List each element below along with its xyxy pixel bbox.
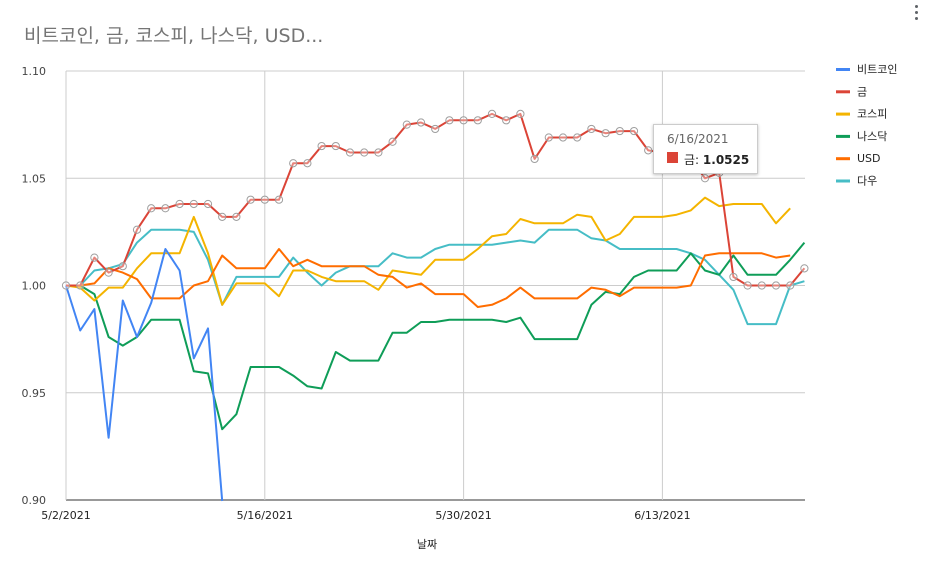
series-line bbox=[65, 248, 224, 502]
legend-swatch bbox=[836, 179, 850, 183]
data-point[interactable] bbox=[757, 281, 766, 290]
x-tick-label: 5/30/2021 bbox=[435, 509, 491, 522]
data-point[interactable] bbox=[175, 199, 184, 209]
data-point[interactable] bbox=[629, 126, 639, 136]
data-point[interactable] bbox=[487, 109, 497, 119]
legend-label[interactable]: 다우 bbox=[857, 175, 877, 188]
data-point[interactable] bbox=[416, 118, 426, 127]
tooltip-swatch bbox=[667, 152, 678, 163]
legend-swatch bbox=[836, 112, 850, 116]
data-point[interactable] bbox=[331, 141, 340, 151]
x-axis-title: 날짜 bbox=[417, 538, 437, 551]
data-point[interactable] bbox=[502, 116, 511, 125]
data-point[interactable] bbox=[232, 212, 241, 221]
data-point[interactable] bbox=[786, 281, 795, 290]
tooltip-date: 6/16/2021 bbox=[667, 132, 729, 146]
data-point[interactable] bbox=[558, 133, 568, 142]
data-point[interactable] bbox=[132, 225, 142, 234]
tooltip-value-row: 금: 1.0525 bbox=[684, 153, 750, 167]
data-point[interactable] bbox=[700, 174, 710, 183]
data-point[interactable] bbox=[147, 204, 156, 213]
data-point[interactable] bbox=[189, 199, 198, 209]
legend-label[interactable]: 나스닥 bbox=[857, 130, 887, 143]
legend-swatch bbox=[836, 134, 850, 138]
data-point[interactable] bbox=[601, 129, 610, 138]
y-tick-label: 0.95 bbox=[22, 387, 47, 400]
data-point[interactable] bbox=[374, 148, 383, 157]
data-point[interactable] bbox=[516, 109, 525, 119]
data-point[interactable] bbox=[402, 120, 411, 129]
legend-label[interactable]: 금 bbox=[857, 85, 867, 98]
data-point[interactable] bbox=[360, 148, 369, 157]
x-axis: 5/2/2021 5/16/2021 5/30/2021 6/13/2021 bbox=[41, 509, 690, 522]
data-point[interactable] bbox=[317, 141, 326, 151]
legend-swatch bbox=[836, 68, 850, 71]
data-point[interactable] bbox=[800, 264, 809, 273]
legend-label[interactable]: 코스피 bbox=[857, 108, 887, 121]
data-point[interactable] bbox=[118, 262, 127, 271]
data-point[interactable] bbox=[445, 116, 454, 125]
data-point[interactable] bbox=[303, 159, 312, 168]
y-tick-label: 0.90 bbox=[22, 494, 47, 507]
data-point[interactable] bbox=[729, 272, 738, 282]
y-tick-label: 1.05 bbox=[22, 172, 47, 185]
data-point[interactable] bbox=[76, 281, 85, 290]
data-point[interactable] bbox=[289, 159, 298, 168]
x-tick-label: 5/16/2021 bbox=[237, 509, 293, 522]
data-point[interactable] bbox=[104, 268, 113, 277]
grid-lines bbox=[65, 70, 805, 501]
x-tick-label: 6/13/2021 bbox=[634, 509, 690, 522]
x-tick-label: 5/2/2021 bbox=[41, 509, 90, 522]
series-line bbox=[65, 196, 791, 306]
data-point[interactable] bbox=[203, 199, 213, 209]
y-axis: 0.90 0.95 1.00 1.05 1.10 bbox=[22, 65, 47, 507]
series-line bbox=[66, 241, 806, 431]
data-point[interactable] bbox=[345, 148, 355, 157]
data-point[interactable] bbox=[388, 137, 397, 146]
data-point[interactable] bbox=[274, 195, 284, 204]
data-point[interactable] bbox=[260, 195, 269, 204]
y-tick-label: 1.10 bbox=[22, 65, 47, 78]
data-point[interactable] bbox=[431, 124, 440, 134]
more-vert-icon[interactable] bbox=[908, 2, 924, 22]
data-point[interactable] bbox=[161, 204, 170, 213]
data-point[interactable] bbox=[743, 281, 752, 290]
data-point[interactable] bbox=[61, 281, 71, 290]
data-point[interactable] bbox=[90, 253, 99, 262]
data-point[interactable] bbox=[218, 212, 227, 221]
data-point[interactable] bbox=[771, 281, 781, 290]
tooltip-value: 1.0525 bbox=[702, 153, 750, 167]
data-point[interactable] bbox=[573, 133, 582, 142]
data-point[interactable] bbox=[544, 133, 553, 142]
data-point[interactable] bbox=[246, 195, 255, 204]
data-point[interactable] bbox=[644, 146, 653, 155]
data-point[interactable] bbox=[615, 126, 624, 136]
data-point[interactable] bbox=[459, 116, 468, 125]
legend-label[interactable]: USD bbox=[857, 152, 881, 165]
legend-swatch bbox=[836, 90, 850, 94]
data-point[interactable] bbox=[473, 116, 482, 125]
legend-label[interactable]: 비트코인 bbox=[857, 63, 897, 76]
tooltip-series: 금 bbox=[684, 153, 696, 167]
series-line bbox=[66, 248, 791, 308]
data-point[interactable] bbox=[587, 124, 596, 134]
data-point[interactable] bbox=[530, 154, 539, 164]
series-line bbox=[66, 228, 805, 326]
chart-title: 비트코인, 금, 코스피, 나스닥, USD... bbox=[24, 25, 324, 47]
legend-swatch bbox=[836, 157, 850, 161]
y-tick-label: 1.00 bbox=[22, 280, 47, 293]
tooltip: 6/16/2021 금: 1.0525 bbox=[653, 124, 758, 174]
